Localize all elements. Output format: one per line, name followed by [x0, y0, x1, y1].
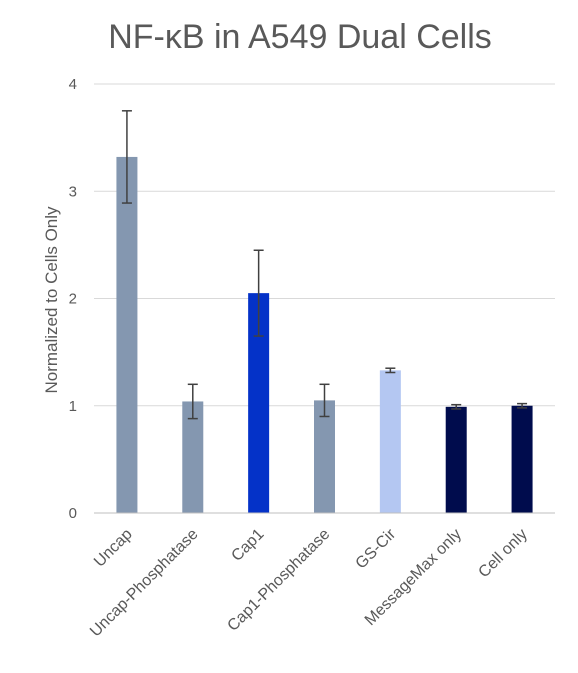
bar — [248, 293, 270, 513]
bar — [379, 370, 401, 513]
x-tick-label: Cell only — [475, 526, 530, 581]
chart-title: NF-κB in A549 Dual Cells — [108, 18, 492, 56]
x-tick-label: Uncap — [91, 526, 136, 571]
y-axis-ticks: 0 1 2 3 4 — [69, 76, 77, 522]
error-bars — [121, 110, 528, 420]
y-axis-label: Normalized to Cells Only — [42, 206, 61, 394]
x-tick-label: Uncap-Phosphatase — [87, 526, 202, 641]
gridlines — [94, 83, 555, 407]
error-bar — [319, 383, 330, 418]
bar — [314, 400, 335, 513]
x-tick-label: GS-Cir — [353, 525, 400, 572]
y-tick-label: 2 — [69, 291, 77, 308]
bars — [116, 156, 533, 513]
error-bar — [517, 402, 528, 409]
y-tick-label: 0 — [69, 505, 77, 522]
error-bar — [385, 367, 396, 374]
y-tick-label: 3 — [69, 183, 77, 200]
bar — [182, 401, 204, 513]
bar — [116, 156, 138, 513]
bar — [445, 406, 467, 513]
y-tick-label: 1 — [69, 398, 77, 415]
error-bar — [253, 249, 264, 337]
error-bar — [187, 383, 198, 420]
y-tick-label: 4 — [69, 76, 77, 93]
error-bar — [121, 110, 132, 204]
x-tick-label: Cap1 — [228, 526, 267, 565]
error-bar — [451, 403, 462, 410]
bar — [511, 405, 533, 513]
